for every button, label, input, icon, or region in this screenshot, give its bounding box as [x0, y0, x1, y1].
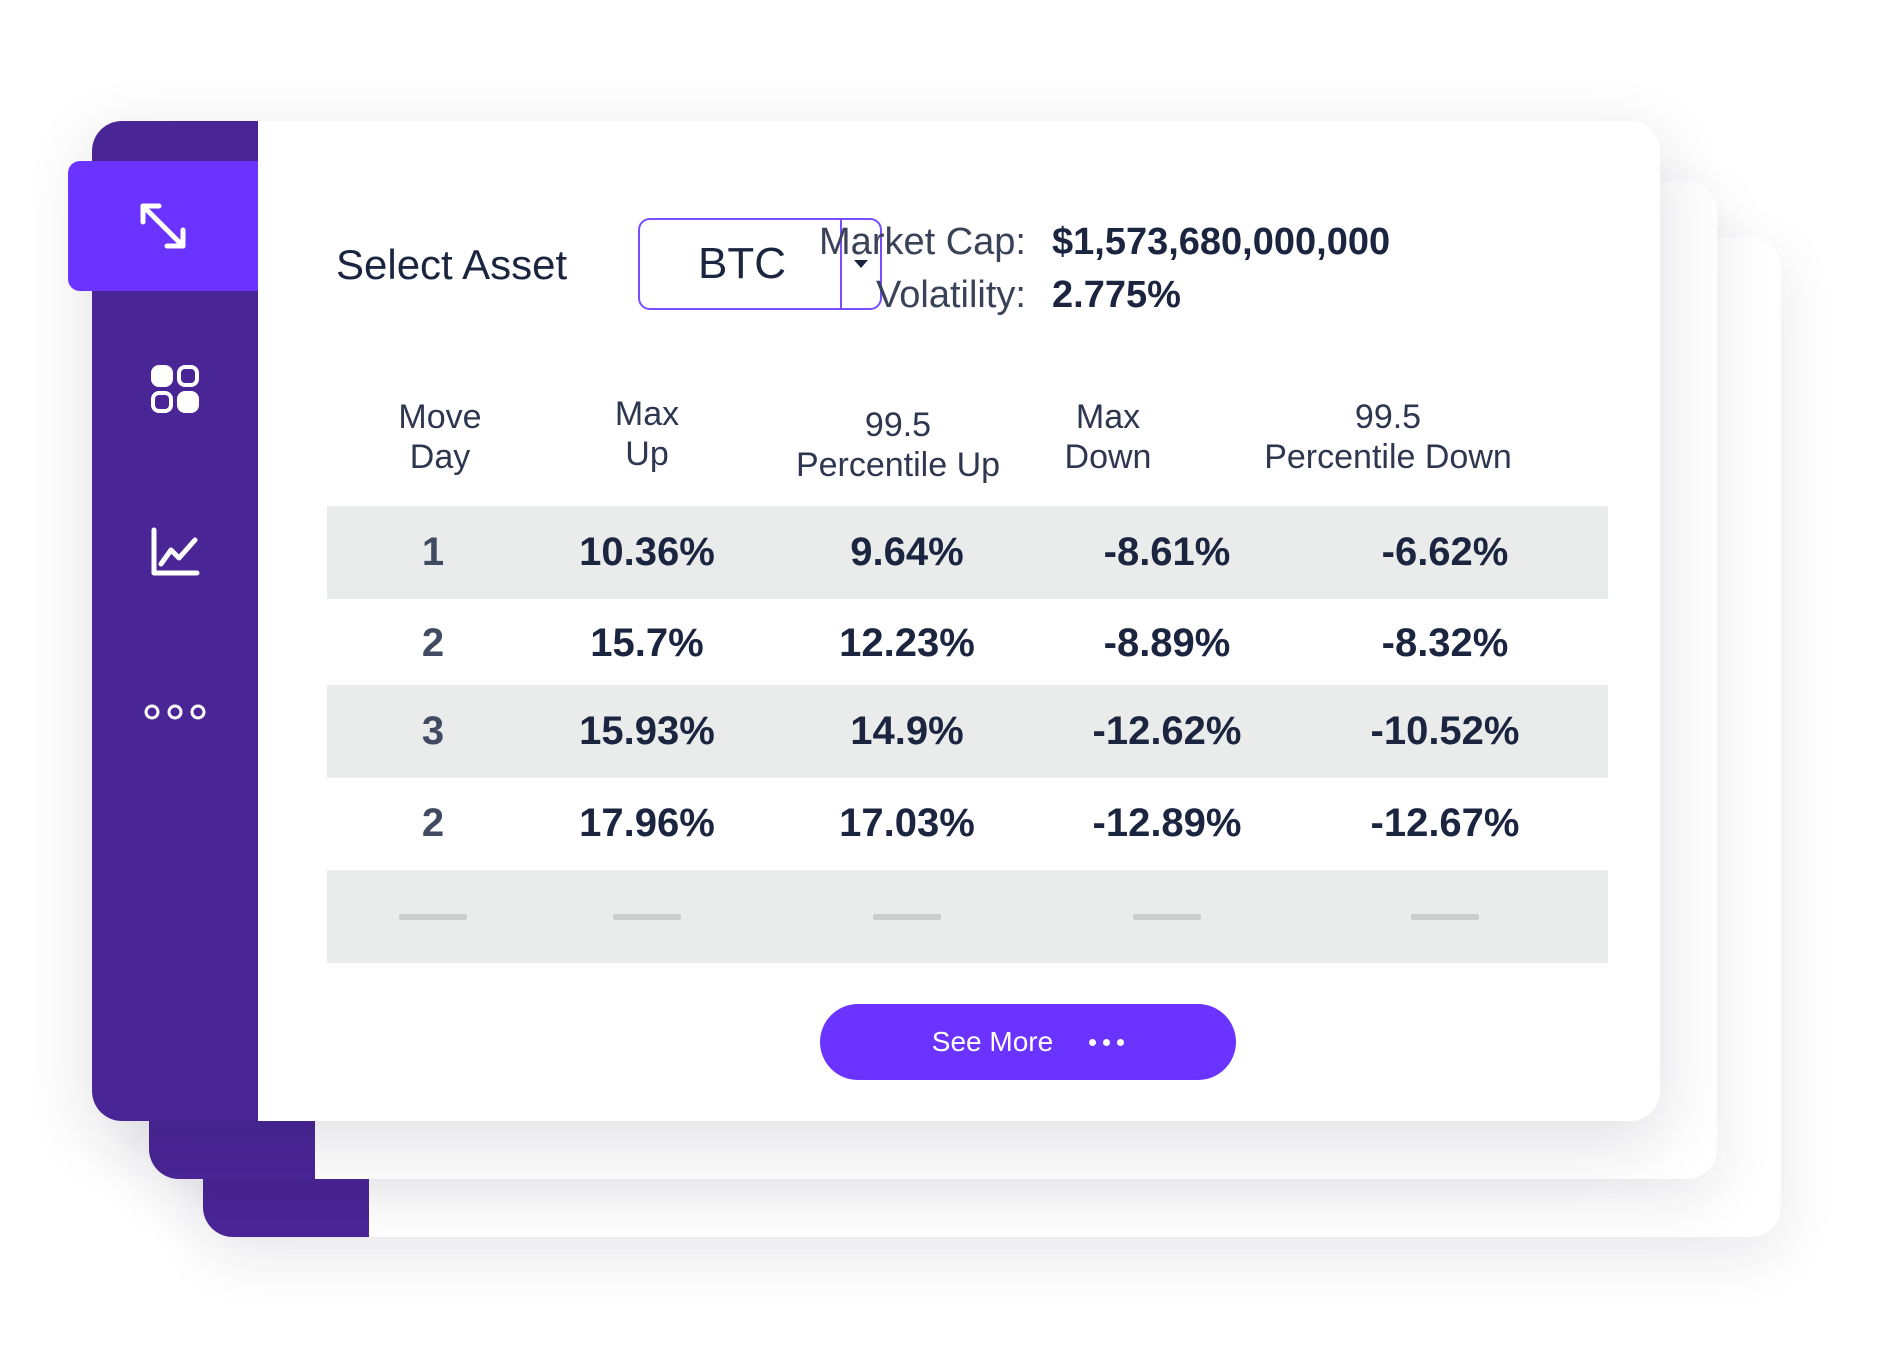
- line-chart-icon: [151, 527, 200, 576]
- cell-move-day: 1: [421, 530, 445, 574]
- cell-percentile-up: 17.03%: [839, 801, 975, 845]
- cell-max-up: 15.7%: [590, 621, 704, 665]
- see-more-button[interactable]: See More: [820, 1004, 1236, 1080]
- column-header-percentile-up: 99.5 Percentile Up: [795, 406, 1001, 484]
- cell-percentile-up: 9.64%: [850, 530, 964, 574]
- sidebar: [68, 121, 258, 1121]
- cell-percentile-down: -6.62%: [1381, 530, 1509, 574]
- column-header-percentile-down: 99.5 Percentile Down: [1264, 398, 1512, 476]
- more-dots-icon: [144, 704, 206, 720]
- placeholder-dash: [613, 913, 681, 920]
- table-row: 2 17.96% 17.03% -12.89% -12.67%: [327, 777, 1608, 870]
- cell-max-down: -8.61%: [1103, 530, 1231, 574]
- more-dots-icon: [1089, 1038, 1125, 1046]
- cell-max-down: -12.89%: [1092, 801, 1242, 845]
- cell-move-day: 3: [421, 709, 445, 753]
- asset-dropdown[interactable]: BTC: [638, 218, 882, 310]
- sidebar-item-more[interactable]: [92, 667, 258, 757]
- cell-max-down: -12.62%: [1092, 709, 1242, 753]
- cell-max-up: 17.96%: [579, 801, 715, 845]
- caret-down-icon: [854, 260, 868, 268]
- table-row: 2 15.7% 12.23% -8.89% -8.32%: [327, 597, 1608, 690]
- placeholder-dash: [399, 913, 467, 920]
- asset-value: BTC: [698, 239, 786, 288]
- column-header-move-day: Move Day: [398, 398, 482, 476]
- sidebar-item-chart[interactable]: [92, 507, 258, 597]
- sidebar-item-apps[interactable]: [92, 344, 258, 434]
- column-header-max-down: Max Down: [1064, 398, 1152, 476]
- cell-max-up: 15.93%: [579, 709, 715, 753]
- column-header-max-up: Max Up: [614, 395, 680, 473]
- volatility-value: 2.775%: [1052, 274, 1181, 316]
- cell-percentile-down: -8.32%: [1381, 621, 1509, 665]
- cell-percentile-up: 14.9%: [850, 709, 964, 753]
- cell-percentile-up: 12.23%: [839, 621, 975, 665]
- volatility-label: Volatility:: [876, 274, 1026, 316]
- table-row-placeholder: [327, 870, 1608, 963]
- placeholder-dash: [1411, 913, 1479, 920]
- cell-move-day: 2: [421, 621, 445, 665]
- table-row: 1 10.36% 9.64% -8.61% -6.62%: [327, 506, 1608, 599]
- table-row: 3 15.93% 14.9% -12.62% -10.52%: [327, 685, 1608, 778]
- sidebar-item-resize[interactable]: [68, 161, 258, 291]
- cell-percentile-down: -10.52%: [1370, 709, 1520, 753]
- select-asset-label: Select Asset: [336, 241, 568, 288]
- cell-max-down: -8.89%: [1103, 621, 1231, 665]
- placeholder-dash: [1133, 913, 1201, 920]
- placeholder-dash: [873, 913, 941, 920]
- resize-arrows-icon: [140, 203, 186, 249]
- cell-max-up: 10.36%: [579, 530, 715, 574]
- market-cap-value: $1,573,680,000,000: [1052, 221, 1391, 263]
- cell-move-day: 2: [421, 801, 445, 845]
- market-cap-label: Market Cap:: [819, 221, 1026, 263]
- apps-grid-icon: [151, 365, 199, 413]
- see-more-label: See More: [931, 1026, 1054, 1057]
- content-panel: Select Asset BTC Market Cap: $1,573,680,…: [258, 121, 1660, 1121]
- main-card: Select Asset BTC Market Cap: $1,573,680,…: [68, 121, 1660, 1121]
- dropdown-caret[interactable]: [840, 220, 880, 308]
- cell-percentile-down: -12.67%: [1370, 801, 1520, 845]
